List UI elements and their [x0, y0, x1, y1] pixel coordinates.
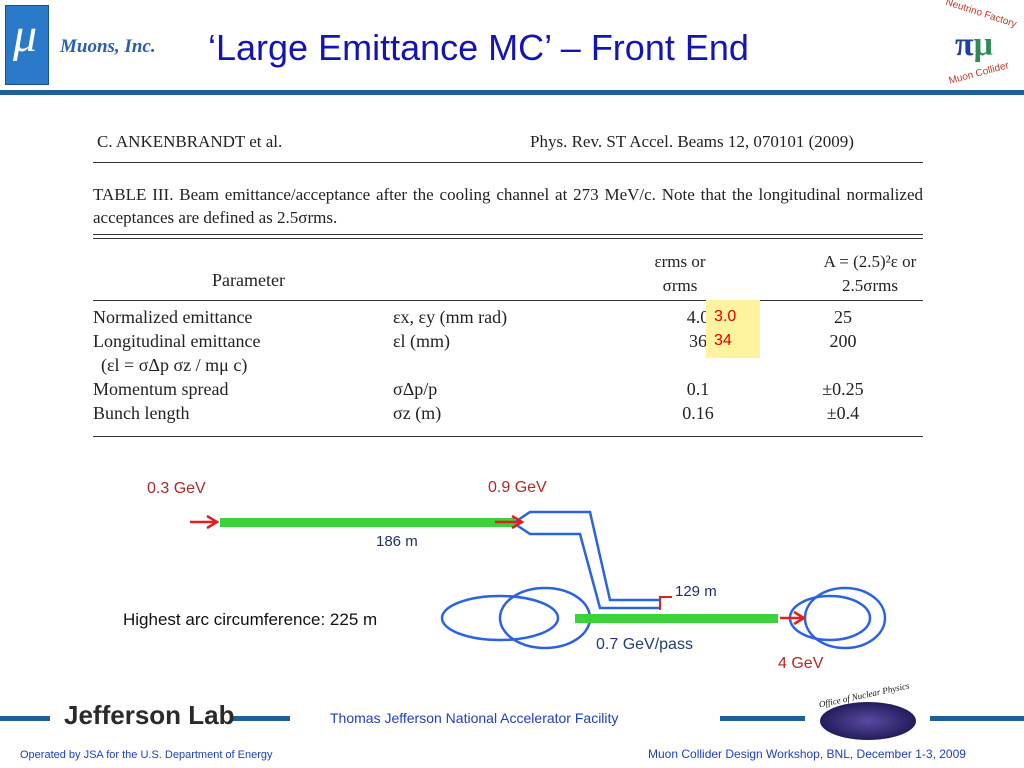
cell: εl (mm) [393, 330, 451, 351]
arc [440, 594, 560, 642]
label: 0.7 GeV/pass [596, 636, 693, 653]
label: 186 m [376, 533, 418, 550]
arrow [190, 514, 220, 530]
cell: 200 [829, 330, 857, 351]
footer-rule [930, 716, 1024, 721]
label: 0.9 GeV [488, 479, 547, 496]
annotation: 34 [714, 332, 732, 349]
column-header: εrms or σrms [654, 252, 706, 295]
label: 4 GeV [778, 655, 824, 672]
cell: 4.0 [686, 306, 710, 327]
column-header: Parameter [212, 270, 285, 290]
diagram: 0.3 GeV 0.9 GeV 186 m 129 m Highest arc … [123, 479, 887, 672]
right-logo-symbol: πμ [955, 26, 993, 63]
cell: ±0.25 [822, 378, 864, 399]
running-head-left: C. ANKENBRANDT et al. [97, 132, 283, 151]
cell: Longitudinal emittance [93, 330, 261, 351]
beamline [514, 522, 660, 610]
cell: 0.16 [682, 402, 714, 423]
row: Longitudinal emittance εl (mm) 36 200 [93, 329, 923, 353]
office-logo [820, 702, 916, 740]
cell: ±0.4 [826, 402, 860, 423]
rule [93, 238, 923, 239]
marker [659, 596, 672, 610]
table-caption: TABLE III. Beam emittance/acceptance aft… [93, 185, 923, 227]
label: 0.3 GeV [147, 480, 206, 497]
annotation: 3.0 [714, 308, 737, 325]
slide-title: ‘Large Emittance MC’ – Front End [208, 27, 749, 68]
cell: Bunch length [93, 402, 190, 423]
rule [93, 436, 923, 437]
rule [93, 300, 923, 301]
row: Bunch length σz (m) 0.16 ±0.4 [93, 401, 923, 425]
column-header: A = (2.5)²ε or 2.5σrms [823, 252, 917, 295]
row: Momentum spread σΔp/p 0.1 ±0.25 [93, 377, 923, 401]
label: Highest arc circumference: 225 m [123, 610, 377, 629]
rla-linac [575, 614, 778, 623]
data-table: Normalized emittance εx, εy (mm rad) 4.0 25… [93, 305, 923, 425]
footer-rule [232, 716, 290, 721]
logo-box [5, 5, 49, 85]
row: (εl = σΔp σz / mμ c) [93, 353, 923, 377]
cell: Normalized emittance [93, 306, 253, 327]
footer-rule [720, 716, 805, 721]
row: Normalized emittance εx, εy (mm rad) 4.0 25 [93, 305, 923, 329]
operator: Operated by JSA for the U.S. Department … [20, 749, 273, 761]
rule [93, 162, 923, 163]
cell: σΔp/p [393, 378, 438, 399]
running-head-right: Phys. Rev. ST Accel. Beams 12, 070101 (2… [530, 132, 854, 151]
cell: σz (m) [393, 402, 442, 423]
right-logo-bottom: Muon Collider [947, 60, 1011, 87]
arrow [780, 610, 807, 626]
beamline [514, 510, 660, 602]
cell: 0.1 [686, 378, 710, 399]
logo-symbol: μ [13, 9, 38, 62]
header-rule [0, 90, 1024, 95]
cell: Momentum spread [93, 378, 229, 399]
arrow [495, 514, 525, 530]
cell: (εl = σΔp σz / mμ c) [101, 354, 248, 375]
rule [93, 234, 923, 235]
facility: Thomas Jefferson National Accelerator Fa… [330, 710, 619, 726]
label: 129 m [675, 583, 717, 600]
beamlines [440, 510, 887, 650]
cell: 36 [689, 330, 707, 351]
cell: 25 [834, 306, 852, 327]
cell: εx, εy (mm rad) [393, 306, 508, 327]
footer-rule [0, 716, 50, 721]
lab-logo: Jefferson Lab [64, 700, 235, 730]
annotation-box [706, 300, 760, 358]
event: Muon Collider Design Workshop, BNL, Dece… [648, 747, 966, 761]
linac [220, 518, 515, 527]
organization: Muons, Inc. [60, 36, 156, 57]
